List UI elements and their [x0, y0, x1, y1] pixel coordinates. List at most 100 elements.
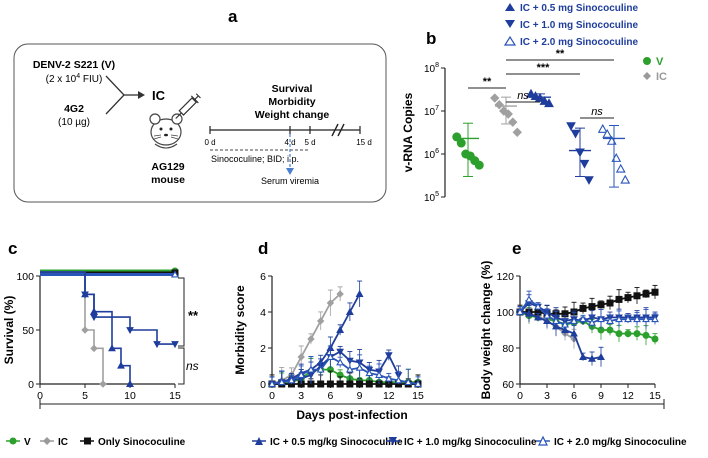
- panel-e-point: [624, 294, 632, 302]
- panel-c-annotation-ns: ns: [186, 359, 199, 373]
- panel-b-ytick-exp: 6: [435, 148, 439, 155]
- panel-d-point: [375, 370, 384, 378]
- axis-break: [331, 123, 345, 137]
- panel-e-point: [579, 315, 587, 323]
- panel-e-point: [624, 330, 632, 338]
- legend-b-label-ic: IC: [656, 71, 667, 83]
- legend-top-item-2: IC + 2.0 mg Sinococuline: [503, 35, 639, 48]
- treatment-label: Sinococuline; BID; i.p.: [211, 154, 299, 164]
- readout-survival: Survival: [272, 83, 313, 95]
- panel-e-ytick-label: 120: [496, 271, 514, 283]
- legend-b-label-v: V: [656, 56, 664, 68]
- diamond-icon: [643, 72, 651, 80]
- panel-c-series-line: [40, 271, 104, 384]
- panel-c-ylabel: Survival (%): [2, 296, 16, 365]
- panel-b-point: [570, 129, 581, 139]
- legend-bottom-item-v: V: [6, 437, 31, 448]
- panel-e-xtick-label: 6: [571, 390, 577, 402]
- triangle-up-open-icon: [503, 35, 517, 46]
- panel-b-point: [602, 128, 613, 138]
- panel-b-ytick-exp: 5: [435, 191, 439, 198]
- panel-b-ytick-label: 105: [424, 191, 439, 204]
- legend-b: V IC: [643, 56, 667, 83]
- schematic-frame: [13, 43, 387, 203]
- panel-d-point: [355, 289, 364, 297]
- panel-e-point: [588, 354, 596, 362]
- panel-e-point: [525, 309, 533, 317]
- panel-b-ytick-exp: 7: [435, 105, 439, 112]
- panel-b-ytick-exp: 8: [435, 62, 439, 69]
- panel-e-point: [642, 315, 650, 323]
- panel-e-point: [534, 302, 542, 310]
- panel-b-sig-label: **: [483, 76, 492, 88]
- panel-d-ylabel: Morbidity score: [233, 285, 247, 375]
- antibody-dose: (10 µg): [58, 117, 90, 128]
- panel-e-point: [579, 352, 587, 360]
- panel-b-point: [584, 176, 594, 185]
- panel-c-ytick-label: 100: [16, 271, 34, 283]
- virus-dose-post: FIU): [80, 74, 102, 85]
- panel-b-ytick-base: 10: [424, 64, 436, 75]
- panel-e-series-line: [519, 301, 655, 322]
- panel-b-point: [544, 98, 554, 108]
- legend-top-label: IC + 2.0 mg Sinococuline: [520, 37, 639, 48]
- panel-c-point: [171, 341, 179, 349]
- legend-top-label: IC + 1.0 mg Sinococuline: [520, 20, 639, 31]
- panel-c-xtick-label: 15: [169, 390, 181, 402]
- combine-lines: [105, 75, 125, 115]
- panel-b-point: [512, 127, 522, 137]
- combine-arrow-head: [138, 91, 145, 99]
- panel-e-point: [651, 335, 659, 343]
- serum-arrow-head: [286, 168, 294, 175]
- legend-bottom-label: IC + 1.0 mg/kg Sinococuline: [404, 437, 537, 448]
- panel-label-c: c: [8, 239, 17, 258]
- virus-dose-sup: 4: [76, 73, 80, 80]
- panel-b-point: [611, 153, 622, 162]
- panel-d-xtick-label: 12: [383, 390, 395, 402]
- panel-b-ytick-base: 10: [424, 107, 436, 118]
- tick-0d: 0 d: [204, 138, 215, 147]
- panel-e-point: [642, 290, 650, 298]
- panel-b-point: [508, 117, 518, 127]
- circle-icon: [9, 437, 17, 445]
- panel-e-point: [606, 299, 614, 307]
- panel-e-ytick-label: 60: [502, 379, 514, 391]
- panel-c-ns-bracket: [178, 347, 185, 385]
- panel-d-point: [345, 365, 354, 373]
- panel-e-point: [552, 316, 560, 324]
- panel-d-ytick-label: 2: [260, 343, 266, 355]
- panel-e-point: [651, 315, 659, 323]
- panel-d-series-line: [271, 355, 419, 385]
- readout-weight: Weight change: [255, 109, 330, 121]
- panel-c-point: [171, 270, 179, 278]
- panel-b-point: [615, 163, 626, 173]
- panel-d-point: [384, 374, 393, 382]
- panel-b-point: [456, 138, 466, 148]
- square-icon: [84, 437, 91, 445]
- panel-c-chart: Survival (%) 0 50 100 0 5 10 15 ** ns: [2, 267, 199, 402]
- panel-d-point: [316, 365, 325, 373]
- panel-c-point: [117, 361, 125, 369]
- panel-e-point: [525, 295, 533, 303]
- legend-bottom-label: Only Sinococuline: [98, 437, 186, 448]
- panel-d-xtick-label: 6: [327, 390, 333, 402]
- panel-c-point: [108, 344, 116, 352]
- panel-b-ytick-label: 107: [424, 105, 439, 118]
- panel-label-e: e: [512, 239, 521, 258]
- panel-d-chart: Morbidity score 0 2 4 6 0 3 6 9 12 15: [233, 271, 424, 402]
- panel-c-xtick-label: 0: [37, 390, 43, 402]
- legend-bottom-item-20: IC + 2.0 mg/kg Sinococuline: [536, 435, 687, 448]
- panel-d-point: [355, 363, 364, 371]
- tick-5d: 5 d: [304, 138, 315, 147]
- mouse-strain: AG129: [151, 161, 184, 173]
- tick-4d: 4 d: [284, 138, 295, 147]
- panel-e-point: [597, 315, 605, 323]
- panel-b-point: [490, 93, 500, 103]
- triangle-up-filled-icon: [505, 3, 515, 11]
- panel-d-point: [297, 370, 306, 378]
- panel-d-point: [268, 379, 276, 387]
- panel-d-point: [306, 365, 315, 373]
- panel-d-point: [336, 358, 345, 366]
- panel-e-chart: Body weight change (%) 60 80 100 120 0 3 6 9 12 1…: [479, 261, 661, 402]
- panel-d-xtick-label: 15: [412, 390, 424, 402]
